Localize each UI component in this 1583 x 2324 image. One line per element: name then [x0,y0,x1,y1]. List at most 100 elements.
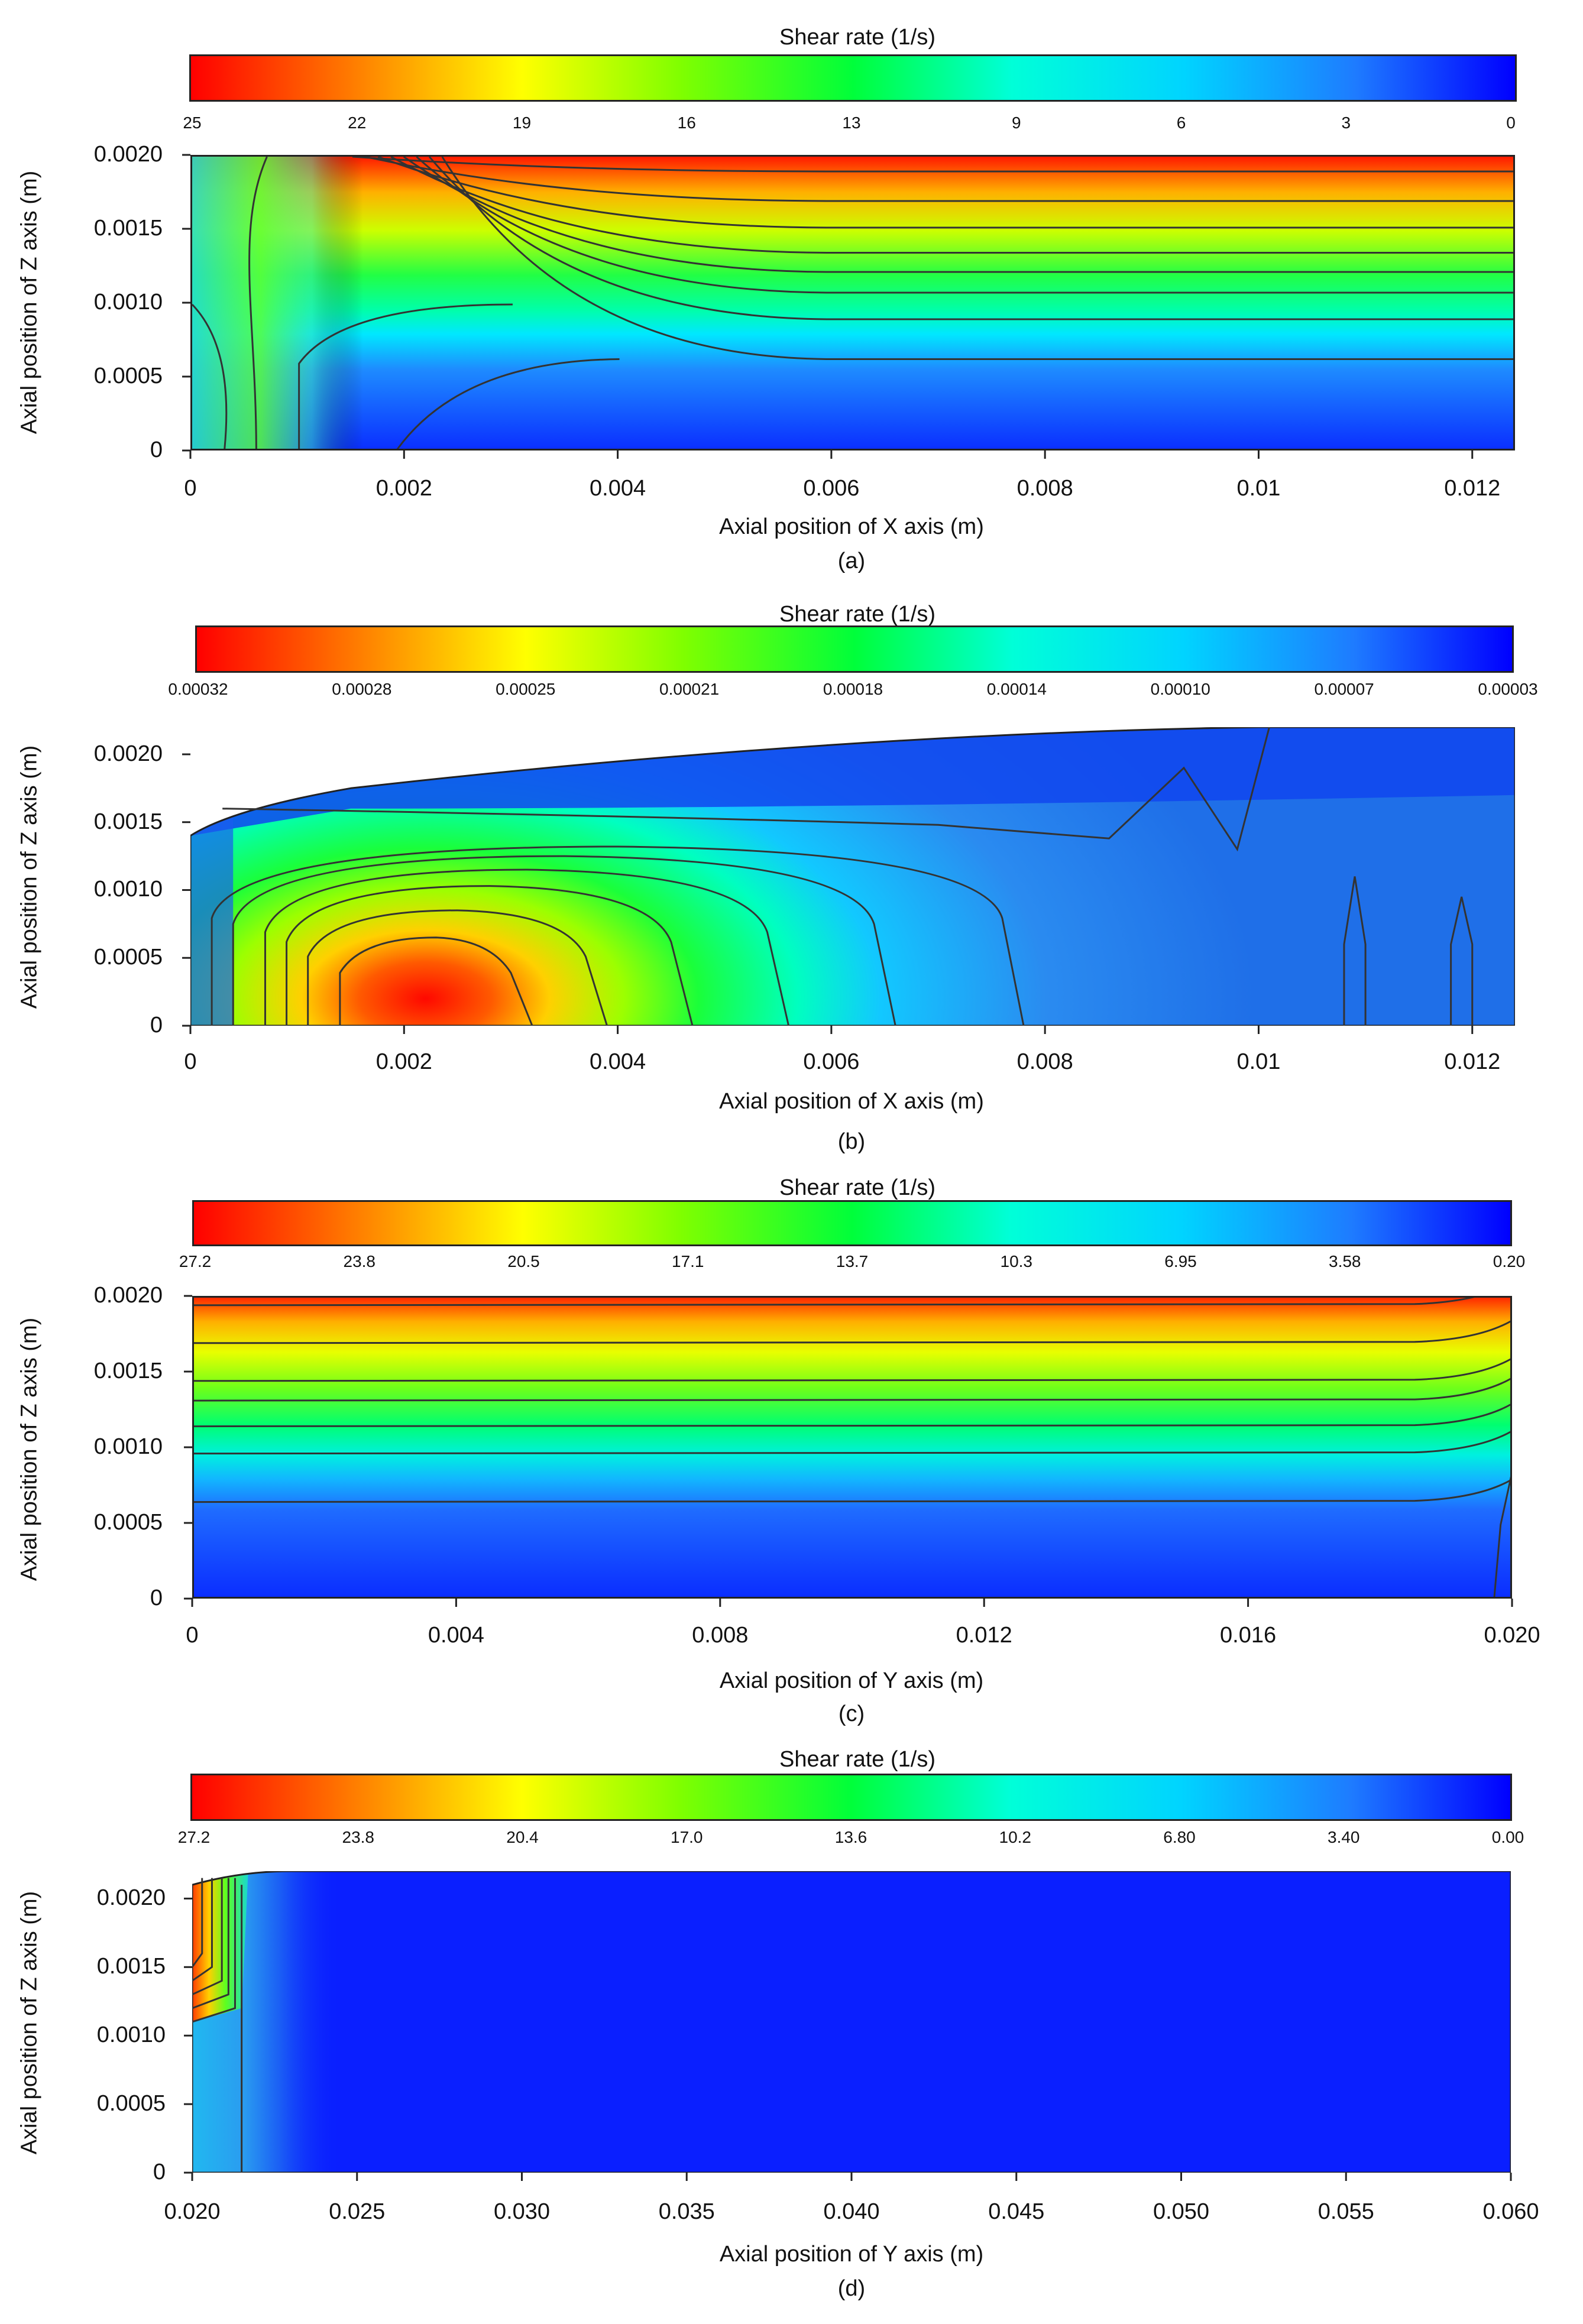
caption-b: (b) [837,1129,866,1154]
x-tick-label: 0.01 [1236,476,1281,501]
colorbar-d [190,1774,1512,1821]
y-tick-label: 0.0010 [93,877,163,902]
x-tick-label: 0.008 [1017,1049,1073,1074]
contour-line [377,157,1513,229]
x-tick-label: 0.01 [1236,1049,1281,1074]
colorbar-tick-label: 0.00007 [1314,680,1374,698]
colorbar-b [195,625,1514,673]
contour-line [352,157,1513,173]
x-tick-label: 0.030 [493,2199,551,2224]
colorbar-title-d: Shear rate (1/s) [779,1747,935,1772]
contour-line [211,845,1025,1026]
colorbar-tick-label: 0.00025 [496,680,556,698]
x-tick-label: 0.012 [1444,1049,1501,1074]
x-tick-label: 0.035 [658,2199,715,2224]
y-tick-label: 0.0010 [96,2022,166,2048]
colorbar-tick-label: 23.8 [342,1828,375,1846]
x-tick-label: 0.060 [1482,2199,1539,2224]
colorbar-tick-label: 3.58 [1329,1252,1361,1270]
y-tick-label: 0.0020 [93,142,163,167]
colorbar-tick-label: 6.80 [1163,1828,1196,1846]
y-axis-label-d: Axial position of Z axis (m) [17,1891,42,2155]
contour-line [264,868,790,1026]
colorbar-tick-label: 10.2 [999,1828,1032,1846]
heatmap-field [194,1298,1510,1597]
y-tick-label: 0.0015 [93,1359,163,1383]
y-tick-label: 0.0005 [96,2091,166,2116]
axis-ticks [184,1295,1513,1607]
y-axis-label-c: Axial position of Z axis (m) [17,1317,42,1581]
x-tick-label: 0.020 [1484,1623,1540,1648]
contour-line [194,1377,1510,1402]
colorbar-a [189,54,1517,102]
x-tick-label: 0.040 [823,2199,880,2224]
x-tick-label: 0.025 [329,2199,386,2224]
colorbar-tick-label: 10.3 [1000,1252,1033,1270]
colorbar-tick-label: 13.7 [836,1252,869,1270]
colorbar-tick-label: 27.2 [179,1252,212,1270]
contour-line [194,1358,1510,1382]
y-tick-label: 0.0005 [93,1510,163,1535]
x-tick-label: 0.006 [803,1049,860,1074]
x-axis-label-c: Axial position of Y axis (m) [719,1668,984,1693]
colorbar-tick-label: 0.20 [1493,1252,1526,1270]
surface-band [190,727,1515,836]
shear-gradient [194,1298,1510,1597]
y-tick-label: 0 [150,1013,163,1038]
y-tick-label: 0.0015 [93,809,163,834]
y-tick-label: 0.0005 [93,364,163,388]
x-tick-label: 0 [184,476,197,501]
colorbar-tick-label: 0.00010 [1150,680,1210,698]
colorbar-tick-label: 20.5 [507,1252,540,1270]
contour-line [298,303,513,449]
y-tick-label: 0.0010 [93,290,163,315]
heatmap-field [192,157,1513,449]
x-tick-label: 0.002 [375,1049,432,1074]
x-tick-label: 0 [186,1623,199,1648]
x-tick-label: 0.004 [590,1049,646,1074]
caption-c: (c) [838,1701,865,1726]
y-tick-label: 0.0015 [93,216,163,241]
colorbar-tick-label: 13.6 [834,1828,867,1846]
contour-line [1343,876,1367,1026]
x-tick-label: 0.055 [1317,2199,1374,2224]
x-tick-label: 0.012 [1444,476,1501,501]
x-axis-label-a: Axial position of X axis (m) [719,514,984,539]
contour-line [192,1878,229,2009]
y-tick-label: 0.0015 [96,1954,166,1979]
colorbar-tick-label: 0.00028 [332,680,392,698]
colorbar-title-a: Shear rate (1/s) [779,25,935,50]
contour-line [248,157,268,449]
contour-line [192,303,228,449]
x-tick-label: 0.045 [988,2199,1045,2224]
y-tick-label: 0.0020 [93,741,163,766]
colorbar-tick-label: 6.95 [1164,1252,1197,1270]
x-tick-label: 0.012 [956,1623,1012,1648]
contour-line [192,1878,223,1995]
colorbar-tick-label: 0.00021 [659,680,720,698]
x-tick-label: 0.008 [1017,476,1073,501]
colorbar-tick-label: 3.40 [1328,1828,1360,1846]
x-tick-label: 0.008 [692,1623,749,1648]
y-tick-label: 0 [153,2160,166,2184]
heatmap-field [190,727,1515,1026]
x-tick-label: 0.020 [164,2199,221,2224]
x-tick-label: 0.002 [375,476,432,501]
colorbar-tick-label: 17.1 [672,1252,704,1270]
inlet-region [192,157,364,449]
colorbar-tick-label: 13 [842,114,861,132]
axis-ticks [182,753,1474,1034]
caption-a: (a) [837,549,866,573]
colorbar-title-b: Shear rate (1/s) [779,602,935,627]
colorbar-tick-label: 0.00 [1491,1828,1524,1846]
colorbar-tick-label: 16 [677,114,696,132]
colorbar-tick-label: 25 [183,114,202,132]
contour-line [194,1479,1510,1503]
x-tick-label: 0.004 [590,476,646,501]
contour-line [232,855,896,1026]
contour-line [194,1298,1475,1307]
contour-line [194,1320,1510,1344]
x-tick-label: 0 [184,1049,197,1074]
colorbar-tick-label: 0.00003 [1478,680,1538,698]
y-tick-label: 0.0005 [93,945,163,970]
